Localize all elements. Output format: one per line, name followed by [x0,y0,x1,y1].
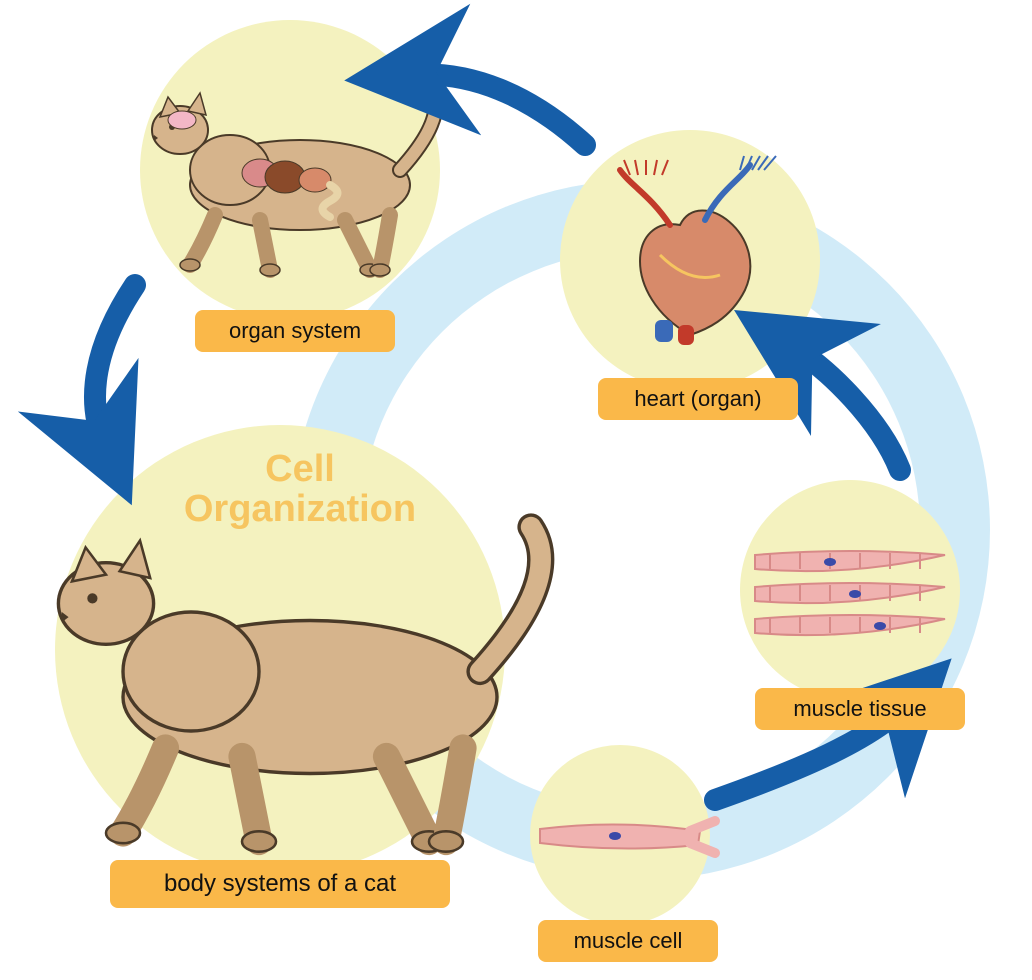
arrow-system-to-body [95,285,135,445]
label-muscle-tissue: muscle tissue [755,688,965,730]
circle-muscle-cell [530,745,710,925]
circle-organ-system [140,20,440,320]
diagram-stage: Cell Organization organ system heart (or… [0,0,1032,980]
label-body-systems: body systems of a cat [110,860,450,908]
diagram-title: Cell Organization [150,450,450,530]
label-muscle-cell: muscle cell [538,920,718,962]
label-heart-organ: heart (organ) [598,378,798,420]
title-line1: Cell [265,448,335,490]
label-organ-system: organ system [195,310,395,352]
arrow-tissue-to-heart [790,345,900,470]
circle-heart-organ [560,130,820,390]
arrow-heart-to-system [410,74,585,145]
circle-muscle-tissue [740,480,960,700]
title-line2: Organization [184,488,416,530]
